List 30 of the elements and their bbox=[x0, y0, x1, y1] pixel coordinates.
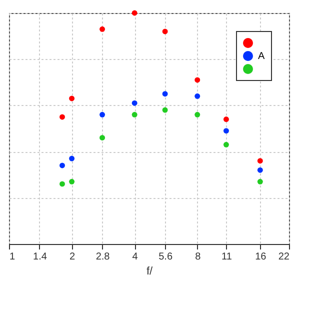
point bbox=[162, 107, 168, 113]
x-tick-label: 5.6 bbox=[158, 252, 173, 262]
point bbox=[162, 91, 168, 97]
point bbox=[69, 96, 75, 102]
point bbox=[100, 112, 106, 118]
point bbox=[100, 135, 106, 140]
point bbox=[257, 158, 263, 164]
x-tick-label: 4 bbox=[132, 252, 138, 262]
point bbox=[162, 28, 168, 34]
point bbox=[194, 77, 200, 83]
legend-label: A bbox=[258, 51, 265, 62]
point bbox=[100, 26, 106, 32]
point bbox=[132, 112, 138, 118]
point bbox=[132, 10, 138, 16]
x-tick-label: 2 bbox=[70, 252, 76, 262]
x-tick-label: 16 bbox=[255, 252, 267, 262]
x-tick-label: 22 bbox=[278, 252, 290, 262]
point bbox=[257, 167, 263, 173]
point bbox=[132, 100, 138, 106]
x-tick-label: 8 bbox=[195, 252, 202, 262]
x-tick-label: 2.8 bbox=[96, 252, 110, 262]
point bbox=[69, 178, 75, 184]
x-tick-label: 1.4 bbox=[33, 252, 48, 262]
point bbox=[194, 112, 200, 118]
point bbox=[257, 178, 263, 184]
point bbox=[194, 93, 200, 99]
point bbox=[69, 156, 75, 162]
x-tick-label: 1 bbox=[10, 252, 16, 262]
x-tick-label: 11 bbox=[222, 252, 232, 262]
x-axis-title: f/ bbox=[146, 266, 154, 278]
